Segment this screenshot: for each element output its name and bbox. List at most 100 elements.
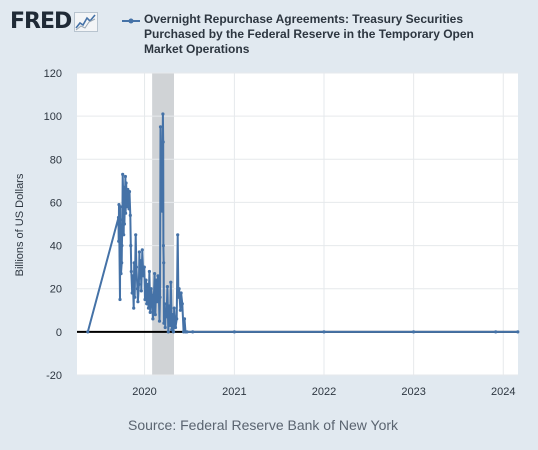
data-point — [119, 231, 123, 235]
x-tick-label: 2024 — [491, 386, 515, 398]
data-point — [146, 282, 150, 286]
data-point — [160, 209, 164, 213]
x-tick-label: 2022 — [312, 386, 336, 398]
data-point — [232, 330, 236, 334]
data-point — [137, 250, 141, 254]
data-point — [125, 196, 129, 200]
data-point — [119, 272, 123, 276]
data-point — [150, 293, 154, 297]
data-point — [123, 174, 127, 179]
data-point — [138, 276, 142, 280]
data-point — [148, 310, 152, 314]
data-point — [160, 162, 164, 166]
data-point — [143, 297, 147, 302]
data-point — [412, 330, 416, 334]
data-point — [118, 205, 122, 209]
data-point — [177, 287, 181, 291]
chart-line-icon — [74, 11, 99, 32]
data-point — [132, 261, 136, 265]
data-point — [134, 265, 138, 269]
y-tick-label: 60 — [50, 197, 62, 209]
data-point — [159, 155, 164, 159]
data-point — [516, 330, 520, 334]
y-tick-label: 80 — [50, 154, 62, 166]
data-point — [182, 317, 187, 321]
y-tick-label: 40 — [50, 241, 62, 253]
data-point — [128, 213, 132, 217]
fred-logo[interactable]: FRED — [10, 9, 99, 34]
data-point — [139, 259, 143, 263]
data-point — [124, 181, 128, 185]
y-tick-label: 120 — [44, 68, 62, 80]
data-point — [179, 291, 183, 295]
data-point — [159, 179, 163, 183]
y-tick-label: 100 — [44, 111, 62, 123]
data-point — [164, 308, 168, 312]
data-point — [129, 244, 133, 248]
data-point — [153, 272, 157, 276]
x-tick-label: 2023 — [401, 386, 425, 398]
data-point — [149, 287, 153, 291]
data-point — [120, 218, 124, 222]
data-point — [86, 330, 90, 334]
fred-logo-text: FRED — [10, 9, 72, 34]
data-point — [170, 313, 175, 317]
data-point — [163, 302, 167, 306]
data-point — [191, 330, 195, 334]
data-point — [130, 291, 134, 295]
source-note: Source: Federal Reserve Bank of New York — [127, 417, 399, 433]
data-point — [154, 278, 158, 282]
data-point — [161, 244, 165, 248]
data-point — [157, 291, 161, 295]
series-line — [86, 113, 518, 333]
data-point — [116, 215, 121, 220]
data-point — [129, 269, 133, 274]
data-point — [120, 261, 124, 265]
data-point — [124, 211, 128, 215]
data-point — [134, 233, 138, 237]
data-point — [157, 319, 162, 323]
data-point — [127, 190, 132, 194]
data-point — [121, 200, 125, 204]
data-point — [163, 325, 167, 330]
data-point — [144, 278, 148, 282]
data-point — [161, 112, 165, 116]
data-point — [139, 289, 143, 293]
data-point — [176, 233, 180, 237]
data-point — [131, 274, 135, 278]
data-point — [178, 308, 182, 312]
data-point — [146, 306, 151, 310]
data-point — [125, 205, 129, 209]
data-point — [322, 330, 326, 334]
data-point — [133, 295, 137, 299]
y-tick-label: -20 — [46, 370, 62, 382]
data-point — [137, 282, 141, 286]
data-point — [180, 302, 184, 306]
data-point — [155, 300, 159, 304]
data-point — [494, 330, 498, 334]
data-point — [156, 274, 160, 278]
data-point — [176, 295, 180, 299]
data-point — [162, 261, 166, 265]
data-point — [158, 295, 162, 299]
data-point — [166, 330, 170, 334]
data-point — [120, 244, 124, 248]
legend-swatch — [122, 18, 140, 24]
data-point — [162, 321, 166, 325]
data-point — [169, 280, 173, 284]
data-point — [153, 313, 157, 317]
data-point — [140, 248, 144, 252]
data-point — [117, 224, 121, 228]
data-point — [175, 317, 179, 321]
data-point — [171, 330, 176, 334]
data-point — [117, 239, 121, 243]
data-point — [142, 265, 146, 269]
data-point — [158, 125, 163, 129]
data-point — [127, 200, 131, 204]
data-point — [127, 207, 131, 211]
data-point — [170, 328, 174, 332]
plot-area — [77, 73, 518, 375]
data-point — [122, 233, 126, 237]
y-tick-label: 0 — [56, 327, 62, 339]
